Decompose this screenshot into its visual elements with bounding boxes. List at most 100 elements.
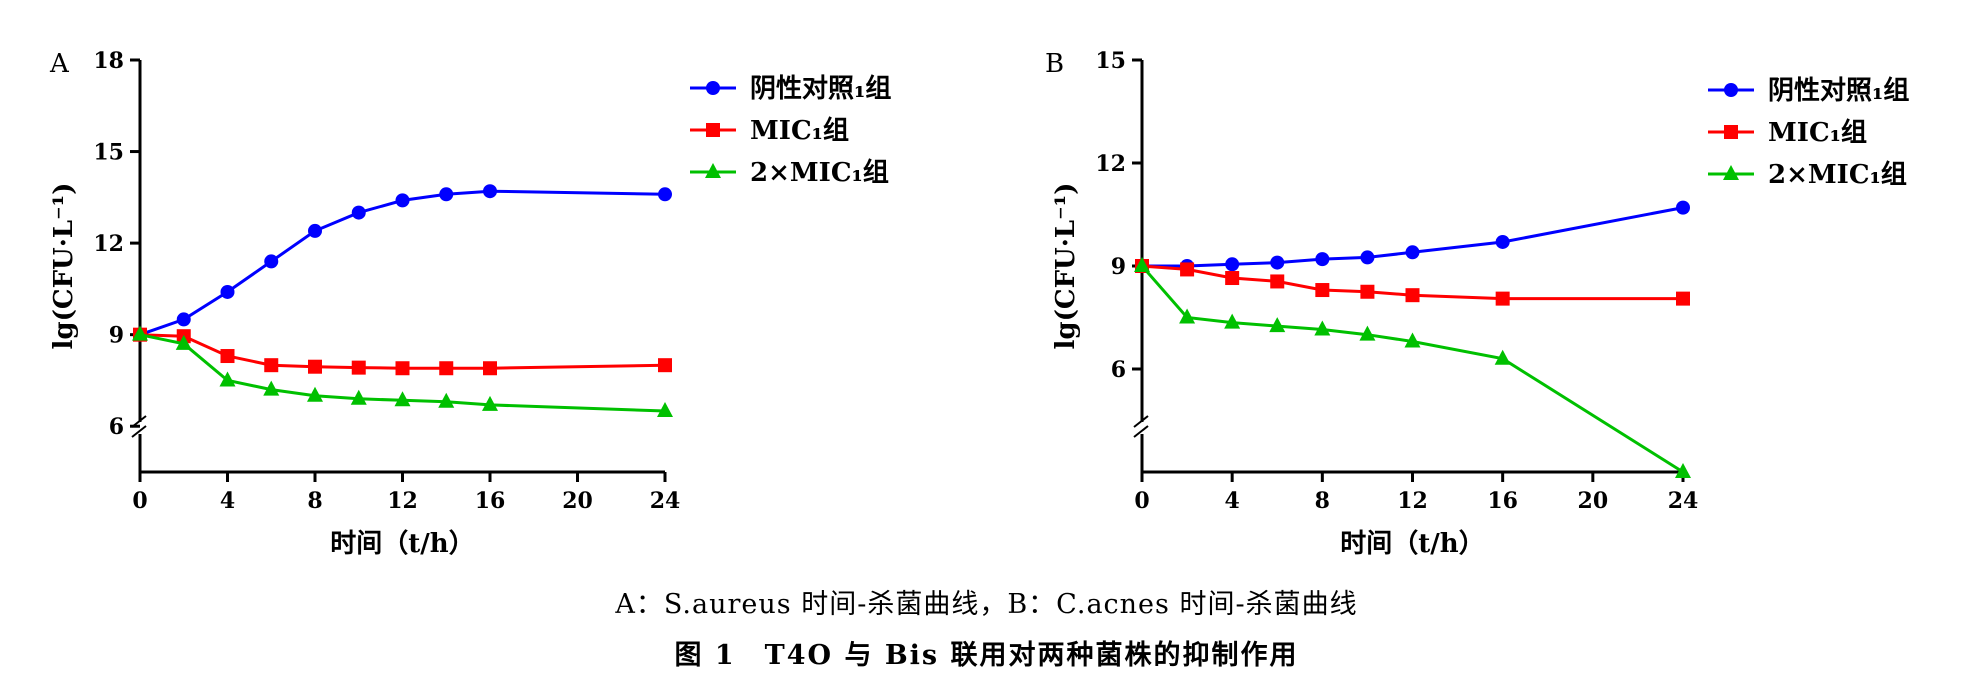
x-tick-label: 12	[1397, 488, 1428, 514]
y-tick-label: 9	[1111, 254, 1126, 280]
legend-entry: 阴性对照₁组	[1708, 75, 1909, 106]
data-point-triangle	[1314, 320, 1331, 336]
x-tick-label: 20	[562, 488, 593, 514]
legend-marker-square	[1724, 125, 1738, 139]
data-point-square	[658, 358, 672, 373]
legend-marker-circle	[706, 81, 720, 95]
legend-label: 阴性对照₁组	[1768, 75, 1909, 106]
data-point-triangle	[1269, 317, 1286, 333]
legend-entry: 2×MIC₁组	[1708, 159, 1907, 190]
series-line	[139, 333, 666, 370]
x-tick-label: 12	[387, 488, 418, 514]
legend-entry: MIC₁组	[690, 115, 849, 146]
legend-marker-circle	[1724, 83, 1738, 97]
x-tick-label: 20	[1578, 488, 1609, 514]
data-point-triangle	[175, 334, 192, 350]
data-point-triangle	[307, 386, 323, 402]
data-point-triangle	[219, 371, 236, 387]
data-point-circle	[176, 312, 191, 327]
x-tick-label: 16	[1487, 488, 1518, 514]
axis-break-mark	[1133, 425, 1149, 438]
data-point-square	[1315, 283, 1330, 298]
data-point-square	[220, 349, 235, 364]
x-tick-label: 8	[307, 488, 322, 514]
data-point-circle	[1405, 245, 1420, 260]
data-point-square	[308, 359, 322, 374]
data-point-square	[483, 361, 497, 376]
data-point-triangle	[482, 395, 498, 411]
data-point-circle	[439, 187, 454, 202]
legend-entry: 阴性对照₁组	[690, 73, 891, 104]
axis-break-mark	[131, 425, 147, 438]
data-point-circle	[658, 187, 672, 202]
y-tick-label: 9	[109, 323, 124, 349]
y-tick-label: 6	[1111, 357, 1126, 383]
data-point-circle	[351, 205, 366, 220]
data-point-circle	[1270, 255, 1285, 270]
data-point-circle	[264, 254, 279, 269]
x-tick-label: 4	[1225, 488, 1240, 514]
data-point-triangle	[1134, 257, 1150, 272]
legend-marker-triangle	[1723, 165, 1739, 180]
x-tick-label: 8	[1315, 488, 1330, 514]
chart-panel-a: A 6 9 12 15 18 0 4 8 12 16 20 24 时间（t/h） lg(CFU·L⁻¹) 阴性…	[49, 48, 891, 559]
data-point-square	[395, 361, 410, 376]
panel-label: A	[49, 49, 70, 79]
data-point-triangle	[350, 389, 367, 405]
data-point-triangle	[1179, 308, 1196, 324]
data-point-circle	[308, 223, 322, 238]
legend-label: MIC₁组	[1768, 117, 1867, 148]
data-point-circle	[1495, 234, 1510, 249]
data-point-circle	[1225, 257, 1240, 272]
series-mic2	[1134, 257, 1691, 478]
x-tick-label: 24	[1668, 488, 1699, 514]
legend-marker-square	[706, 123, 720, 137]
legend-marker-triangle	[705, 163, 721, 178]
data-point-circle	[220, 284, 235, 299]
legend-entry: MIC₁组	[1708, 117, 1867, 148]
data-point-circle	[483, 184, 497, 199]
x-tick-label: 4	[220, 488, 235, 514]
data-point-triangle	[1224, 313, 1241, 329]
data-point-square	[264, 358, 279, 373]
legend-label: 2×MIC₁组	[750, 157, 889, 188]
y-axis-title: lg(CFU·L⁻¹)	[49, 183, 79, 350]
x-tick-label: 0	[132, 488, 147, 514]
data-point-circle	[395, 193, 410, 208]
x-tick-label: 0	[1134, 488, 1149, 514]
y-tick-label: 12	[93, 231, 124, 257]
data-point-triangle	[394, 391, 411, 407]
x-tick-label: 24	[650, 488, 681, 514]
data-point-triangle	[263, 380, 280, 396]
data-point-square	[1676, 291, 1690, 306]
series-negative	[133, 184, 672, 342]
y-tick-label: 6	[109, 414, 124, 440]
data-point-triangle	[1359, 325, 1376, 341]
chart-panel-b: B 6 9 12 15 0 4 8 12 16 20 24 时间（t/h） lg(CFU·L⁻¹) 阴性对照…	[1045, 48, 1909, 559]
legend-label: MIC₁组	[750, 115, 849, 146]
data-point-square	[1270, 274, 1285, 289]
series-line	[139, 333, 666, 413]
series-mic	[133, 327, 672, 376]
data-point-triangle	[438, 392, 455, 408]
legend-label: 阴性对照₁组	[750, 73, 891, 104]
series-negative	[1135, 200, 1690, 273]
figure-caption: 图 1 T4O 与 Bis 联用对两种菌株的抑制作用	[674, 640, 1299, 671]
panel-label: B	[1045, 49, 1064, 79]
data-point-triangle	[657, 401, 673, 417]
sub-caption: A：S.aureus 时间-杀菌曲线，B：C.acnes 时间-杀菌曲线	[615, 589, 1358, 620]
series-mic2	[132, 325, 673, 417]
data-point-square	[351, 360, 366, 375]
data-point-square	[1225, 271, 1240, 286]
y-axis-title: lg(CFU·L⁻¹)	[1051, 183, 1081, 350]
data-point-square	[1495, 291, 1510, 306]
axis-break-mark	[1133, 415, 1149, 428]
data-point-circle	[1360, 250, 1375, 265]
data-point-triangle	[1675, 463, 1691, 478]
legend-label: 2×MIC₁组	[1768, 159, 1907, 190]
series-line	[139, 189, 666, 337]
data-point-square	[439, 361, 454, 376]
y-tick-label: 15	[1095, 48, 1126, 74]
data-point-triangle	[132, 325, 148, 341]
